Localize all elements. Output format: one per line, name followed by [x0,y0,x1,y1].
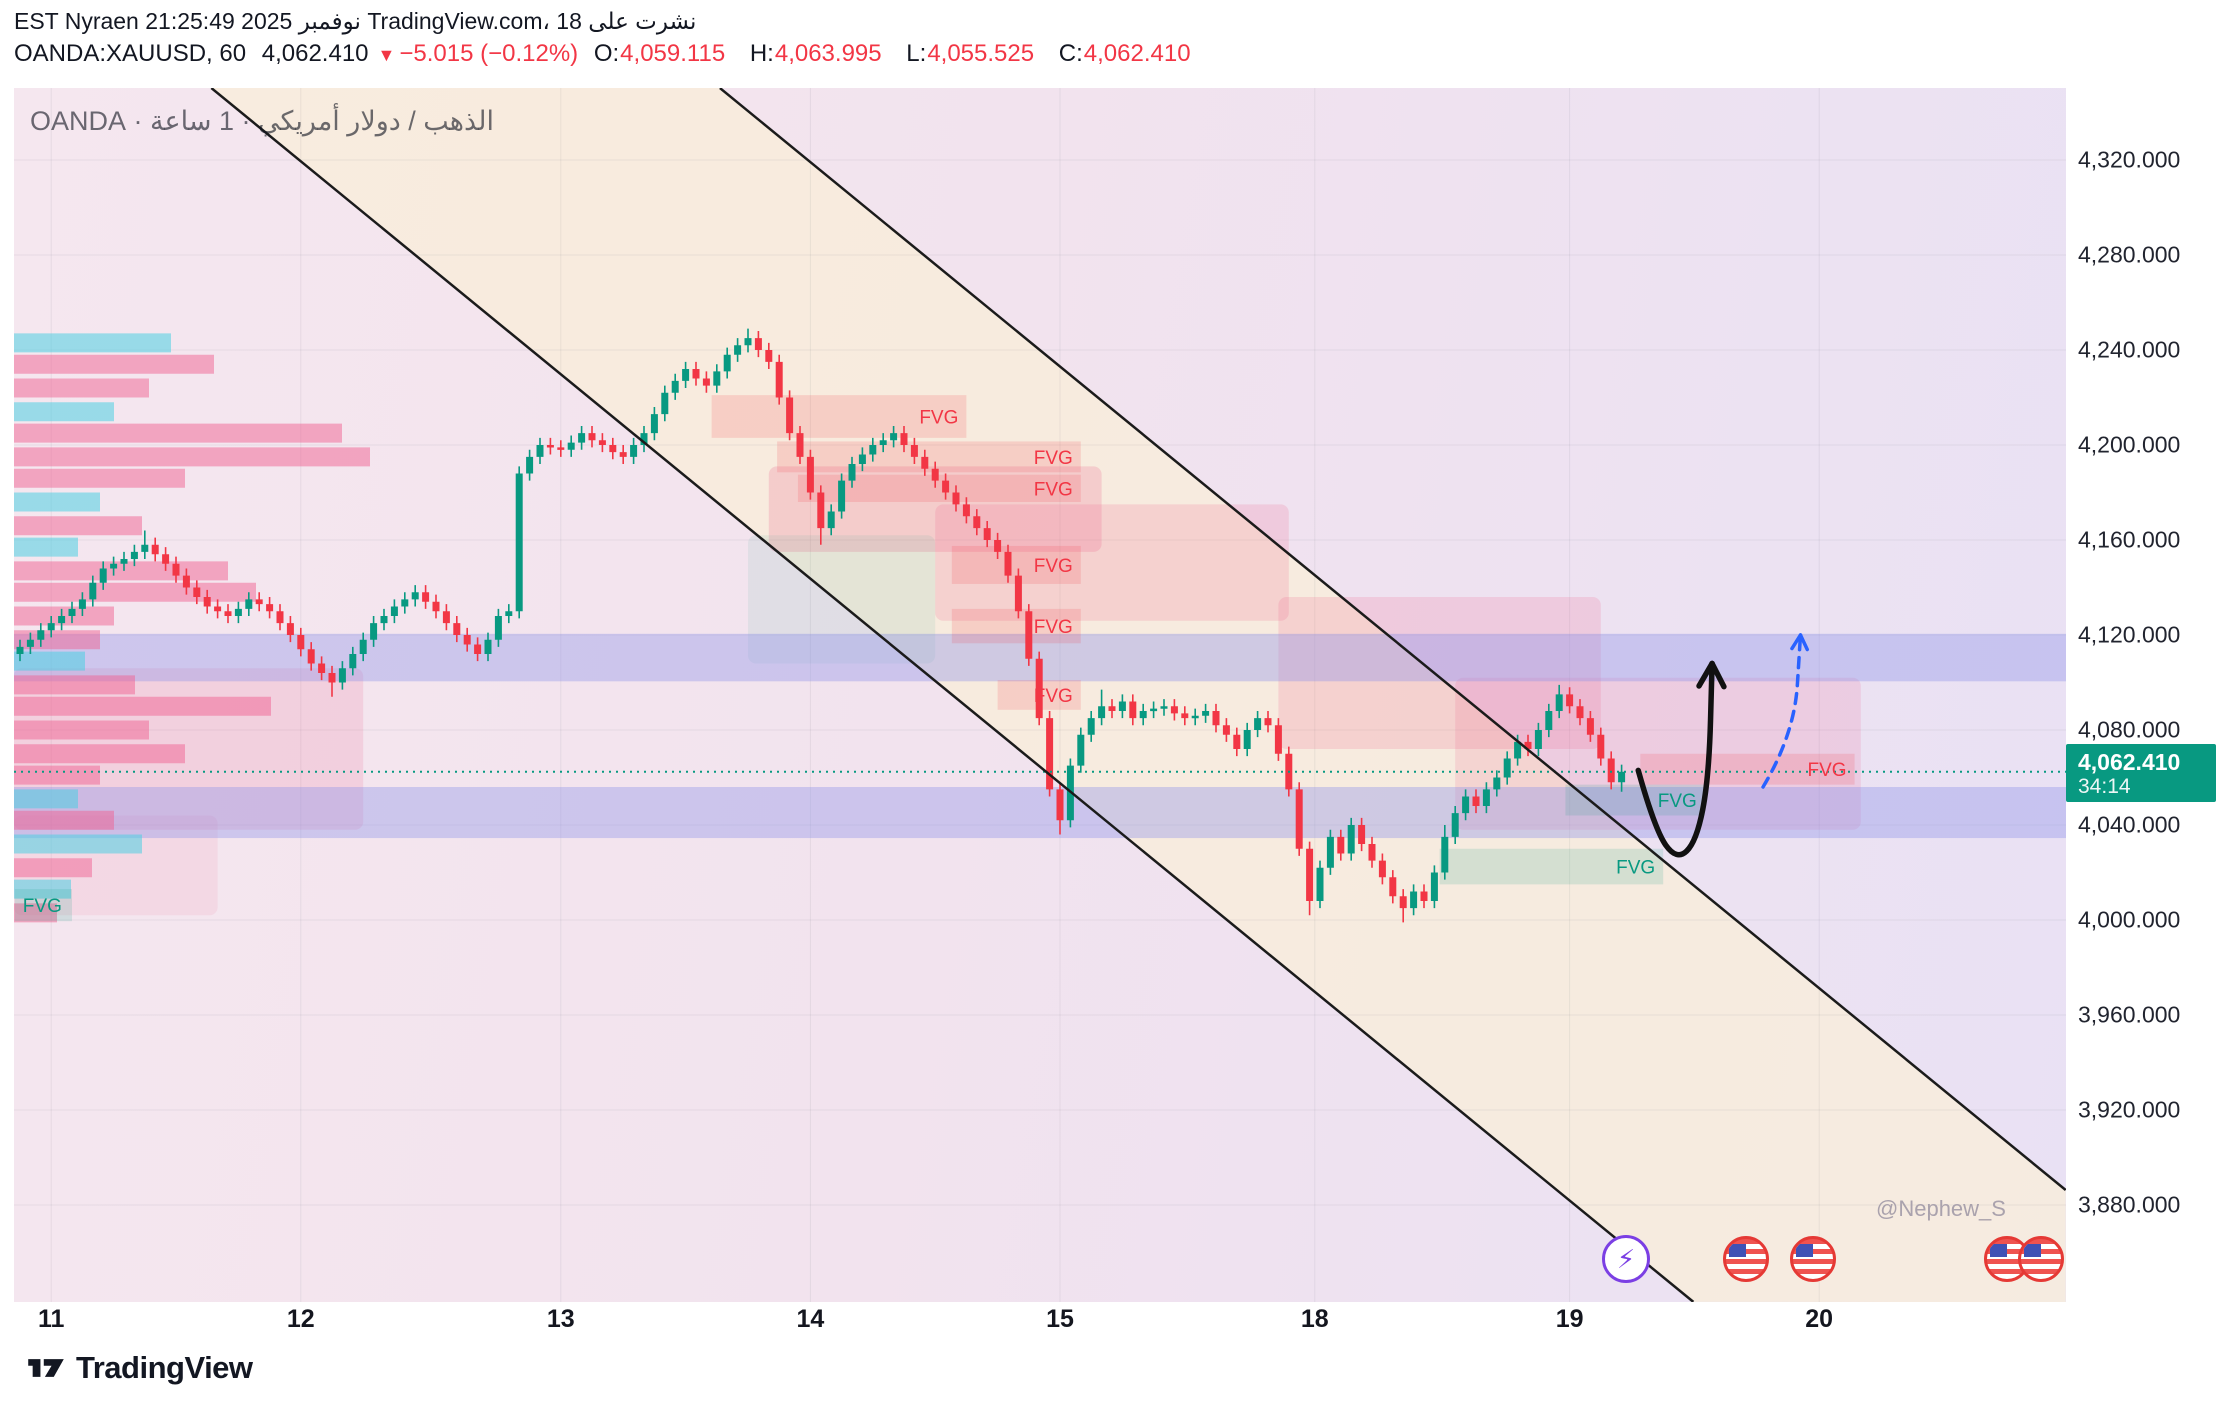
fvg-zones [14,395,1855,922]
price-scale-label: 4,120.000 [2078,621,2181,648]
close-value: 4,062.410 [1083,40,1191,67]
down-triangle-icon: ▼ [377,45,396,65]
price-scale-label: 4,080.000 [2078,716,2181,743]
fvg-label: FVG [1034,617,1073,638]
time-axis-label: 18 [1300,1305,1329,1333]
fvg-label: FVG [1616,858,1655,879]
fvg-labels: FVG FVG FVG FVG FVG FVG FVG FVG FVG FVG [23,408,1847,918]
price-scale-label: 4,000.000 [2078,906,2181,933]
price-scale-label: 4,280.000 [2078,241,2181,268]
price-scale[interactable]: 4,320.000 4,280.000 4,240.000 4,200.000 4,16… [2066,88,2218,1302]
last-price: 4,062.410 [261,40,369,67]
trendline[interactable] [210,88,1695,1302]
tradingview-logo-icon [28,1359,64,1377]
time-axis[interactable]: 11 12 13 14 15 18 19 20 [0,1302,2218,1338]
current-price-badge: 4,062.410 34:14 [2066,744,2216,802]
price-scale-label: 4,240.000 [2078,336,2181,363]
price-scale-label: 4,200.000 [2078,431,2181,458]
fvg-label: FVG [1034,556,1073,577]
time-axis-label: 12 [286,1305,315,1333]
bar-countdown: 34:14 [2078,775,2131,798]
drawn-arrow[interactable] [1635,660,1715,858]
symbol-name: OANDA:XAUUSD, 60 [14,40,247,67]
time-axis-label: 15 [1046,1305,1074,1333]
arrowhead [1709,660,1727,690]
price-chart-canvas[interactable]: FVG FVG FVG FVG FVG FVG FVG FVG FVG FVG [14,88,2066,1302]
symbol-watermark: الذهب / دولار أمريكي · 1 ساعة · OANDA [30,106,494,136]
price-scale-label: 3,880.000 [2078,1191,2181,1218]
fvg-label: FVG [919,408,958,429]
footer-bar: TradingView [0,1338,2218,1404]
symbol-info-bar: OANDA:XAUUSD, 60 4,062.410 ▼ −5.015 (−0.12… [14,40,1209,68]
price-change: −5.015 (−0.12%) [399,40,579,67]
grid [14,88,2066,1302]
high-label: H: [749,40,774,67]
price-scale-label: 4,320.000 [2078,146,2181,173]
low-label: L: [906,40,927,67]
trendline[interactable] [719,88,2066,1192]
time-axis-label: 14 [796,1305,825,1333]
price-scale-label: 3,960.000 [2078,1001,2181,1028]
publish-info: نشرت على TradingView.com، 18 نوفمبر 2025… [14,8,697,34]
fvg-label: FVG [1034,448,1073,469]
tradingview-logo[interactable]: TradingView [26,1350,253,1386]
arrowhead [1790,633,1803,651]
low-value: 4,055.525 [927,40,1035,67]
time-axis-label: 13 [546,1305,575,1333]
time-axis-label: 11 [37,1305,65,1333]
us-flag-event-icon[interactable] [2018,1236,2064,1282]
current-price-value: 4,062.410 [2078,749,2181,775]
fvg-label: FVG [1807,760,1846,781]
tradingview-logo-text: TradingView [76,1350,253,1385]
price-scale-label: 4,160.000 [2078,526,2181,553]
fvg-label: FVG [23,896,62,917]
price-scale-label: 4,040.000 [2078,811,2181,838]
high-value: 4,063.995 [774,40,882,67]
time-axis-label: 20 [1805,1305,1834,1333]
us-flag-event-icon[interactable] [1790,1236,1836,1282]
projected-path-arrow[interactable] [1761,633,1803,789]
author-credit: @Nephew_S [1876,1196,2006,1221]
volume-profile [14,333,370,923]
chart-plot-area[interactable]: FVG FVG FVG FVG FVG FVG FVG FVG FVG FVG الذهب / د… [14,88,2066,1302]
fvg-label: FVG [1034,479,1073,500]
time-axis-label: 19 [1555,1305,1584,1333]
arrowhead [1696,660,1715,689]
fvg-label: FVG [1034,686,1073,707]
fvg-label: FVG [1658,791,1697,812]
close-label: C: [1058,40,1083,67]
arrowhead [1798,633,1810,652]
open-label: O: [593,40,620,67]
lightning-event-icon[interactable]: ⚡ [1602,1235,1650,1283]
price-scale-label: 3,920.000 [2078,1096,2181,1123]
us-flag-event-icon[interactable] [1723,1236,1769,1282]
open-value: 4,059.115 [620,40,726,67]
